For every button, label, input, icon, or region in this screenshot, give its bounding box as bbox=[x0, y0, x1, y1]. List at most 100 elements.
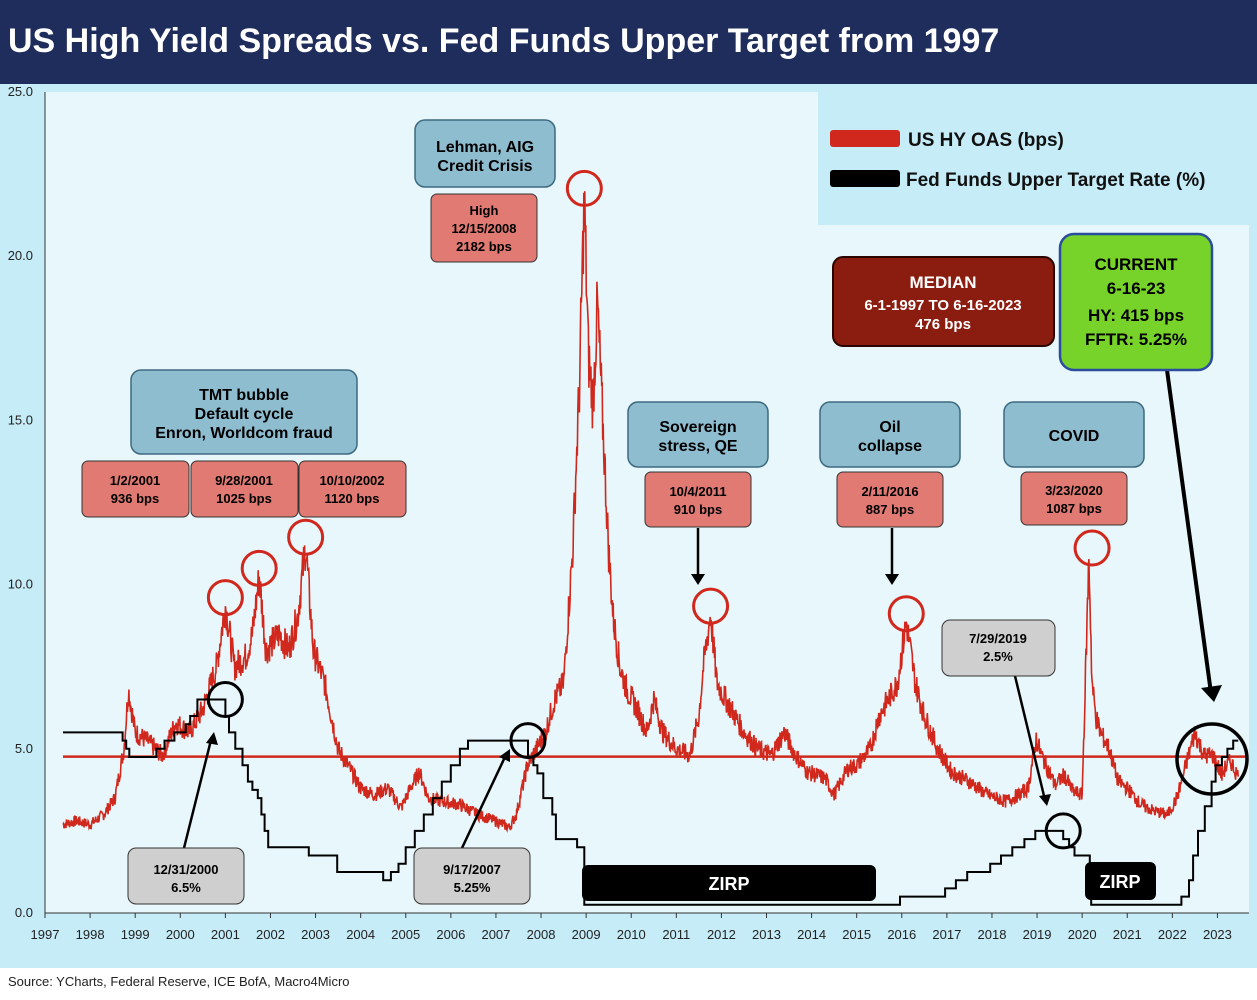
legend-swatch-fed bbox=[830, 170, 900, 187]
event-lehman-line2: Credit Crisis bbox=[437, 158, 532, 175]
peak-box-2008-bg bbox=[430, 193, 538, 263]
fed-marker bbox=[509, 722, 547, 760]
zirp-box-2-bg bbox=[1085, 862, 1156, 900]
event-tmt-line2: Default cycle bbox=[195, 406, 294, 423]
x-tick-label: 2020 bbox=[1068, 927, 1097, 942]
current-line2: 6-16-23 bbox=[1107, 279, 1166, 298]
fed2000-date: 12/31/2000 bbox=[153, 862, 218, 877]
x-tick-label: 2003 bbox=[301, 927, 330, 942]
peak-marker bbox=[1073, 529, 1111, 567]
peak-box-2001b: 9/28/2001 1025 bps bbox=[190, 460, 299, 518]
peak-box-2016-bg bbox=[836, 471, 944, 528]
zirp-box-1-bg bbox=[582, 865, 876, 901]
peak-box-2020-bg bbox=[1020, 471, 1128, 526]
event-box-lehman: Lehman, AIG Credit Crisis bbox=[414, 119, 556, 188]
fed2000-value: 6.5% bbox=[171, 880, 201, 895]
peak-2020-value: 1087 bps bbox=[1046, 501, 1102, 516]
current-line1: CURRENT bbox=[1094, 255, 1178, 274]
peak-box-2011-bg bbox=[644, 471, 752, 528]
annotation-arrows bbox=[182, 369, 1213, 849]
peak-box-2001a-bg bbox=[81, 460, 190, 518]
x-tick-label: 2007 bbox=[481, 927, 510, 942]
event-covid-label: COVID bbox=[1049, 428, 1100, 445]
source-note: Source: YCharts, Federal Reserve, ICE Bo… bbox=[8, 974, 350, 989]
fed-marker bbox=[1044, 812, 1082, 850]
current-line3: HY: 415 bps bbox=[1088, 306, 1184, 325]
chart: 0.0 5.0 10.0 15.0 20.0 25.0 1997 1998 1999 2000 20… bbox=[0, 84, 1257, 968]
x-tick-label: 2010 bbox=[617, 927, 646, 942]
y-tick-label: 0.0 bbox=[15, 905, 33, 920]
arrow-head-2011 bbox=[691, 574, 705, 585]
current-line4: FFTR: 5.25% bbox=[1085, 330, 1187, 349]
x-tick-label: 2006 bbox=[436, 927, 465, 942]
median-line3: 476 bps bbox=[915, 316, 971, 333]
fed-box-2019: 7/29/2019 2.5% bbox=[941, 619, 1056, 677]
event-oil-line1: Oil bbox=[879, 419, 900, 436]
legend-swatch-hy bbox=[830, 130, 900, 147]
x-tick-label: 2005 bbox=[391, 927, 420, 942]
fed2007-value: 5.25% bbox=[454, 880, 491, 895]
fed2019-value: 2.5% bbox=[983, 649, 1013, 664]
x-tick-label: 2000 bbox=[166, 927, 195, 942]
peak-box-2001b-bg bbox=[190, 460, 299, 518]
event-box-oil-bg bbox=[819, 401, 961, 468]
median-line2: 6-1-1997 TO 6-16-2023 bbox=[864, 297, 1021, 314]
peak-2016-date: 2/11/2016 bbox=[861, 484, 918, 499]
event-box-covid: COVID bbox=[1003, 401, 1145, 468]
arrow-heads bbox=[206, 574, 1222, 806]
x-tick-label: 2011 bbox=[662, 927, 690, 942]
legend-box bbox=[818, 92, 1249, 225]
event-sovereign-line2: stress, QE bbox=[658, 438, 737, 455]
x-tick-label: 2017 bbox=[932, 927, 961, 942]
peak-2011-value: 910 bps bbox=[674, 502, 722, 517]
y-tick-label: 25.0 bbox=[8, 84, 33, 99]
arrow-head-2016 bbox=[885, 574, 899, 585]
peak-box-2002: 10/10/2002 1120 bps bbox=[298, 460, 407, 518]
peak-box-2001a: 1/2/2001 936 bps bbox=[81, 460, 190, 518]
x-tick-label: 1999 bbox=[121, 927, 150, 942]
event-box-covid-bg bbox=[1003, 401, 1145, 468]
peak-2016-value: 887 bps bbox=[866, 502, 914, 517]
fed-box-2007: 9/17/2007 5.25% bbox=[413, 847, 531, 905]
peak-marker bbox=[240, 549, 278, 587]
event-box-sovereign-bg bbox=[627, 401, 769, 468]
event-sovereign-line1: Sovereign bbox=[659, 419, 736, 436]
x-tick-label: 2019 bbox=[1023, 927, 1052, 942]
peak-box-2002-bg bbox=[298, 460, 407, 518]
zirp-box-1: ZIRP bbox=[582, 865, 876, 901]
x-tick-label: 2014 bbox=[797, 927, 826, 942]
zirp-box-2: ZIRP bbox=[1085, 862, 1156, 900]
chart-title: US High Yield Spreads vs. Fed Funds Uppe… bbox=[8, 22, 1000, 60]
x-tick-label: 2022 bbox=[1158, 927, 1187, 942]
x-tick-label: 2023 bbox=[1203, 927, 1232, 942]
peak-2020-date: 3/23/2020 bbox=[1045, 483, 1103, 498]
fed-box-2000: 12/31/2000 6.5% bbox=[127, 847, 245, 905]
event-tmt-line3: Enron, Worldcom fraud bbox=[155, 425, 332, 442]
x-tick-label: 2002 bbox=[256, 927, 285, 942]
x-tick-label: 2001 bbox=[211, 927, 240, 942]
median-box: MEDIAN 6-1-1997 TO 6-16-2023 476 bps bbox=[832, 256, 1055, 347]
peak-box-2020: 3/23/2020 1087 bps bbox=[1020, 471, 1128, 526]
event-box-lehman-bg bbox=[414, 119, 556, 188]
x-tick-label: 2018 bbox=[978, 927, 1007, 942]
zirp-label-1: ZIRP bbox=[708, 874, 749, 894]
y-tick-label: 10.0 bbox=[8, 577, 33, 592]
x-tick-label: 1998 bbox=[76, 927, 105, 942]
current-box-bg bbox=[1058, 232, 1214, 372]
peak-2002-value: 1120 bps bbox=[325, 491, 380, 506]
peak-marker bbox=[206, 579, 244, 617]
x-tick-label: 2009 bbox=[572, 927, 601, 942]
arrow-head-fed2000 bbox=[206, 732, 218, 745]
x-tick-label: 1997 bbox=[31, 927, 60, 942]
arrow-head-current bbox=[1201, 685, 1222, 702]
event-box-sovereign: Sovereign stress, QE bbox=[627, 401, 769, 468]
event-lehman-line1: Lehman, AIG bbox=[436, 139, 534, 156]
y-tick-label: 15.0 bbox=[8, 412, 33, 427]
peak-2002-date: 10/10/2002 bbox=[319, 473, 384, 488]
x-tick-label: 2013 bbox=[752, 927, 781, 942]
event-box-tmt-bg bbox=[130, 369, 358, 455]
legend-label-fed: Fed Funds Upper Target Rate (%) bbox=[906, 170, 1205, 191]
peak-marker bbox=[887, 595, 925, 633]
fed-marker bbox=[206, 681, 244, 719]
peak-box-2016: 2/11/2016 887 bps bbox=[836, 471, 944, 528]
